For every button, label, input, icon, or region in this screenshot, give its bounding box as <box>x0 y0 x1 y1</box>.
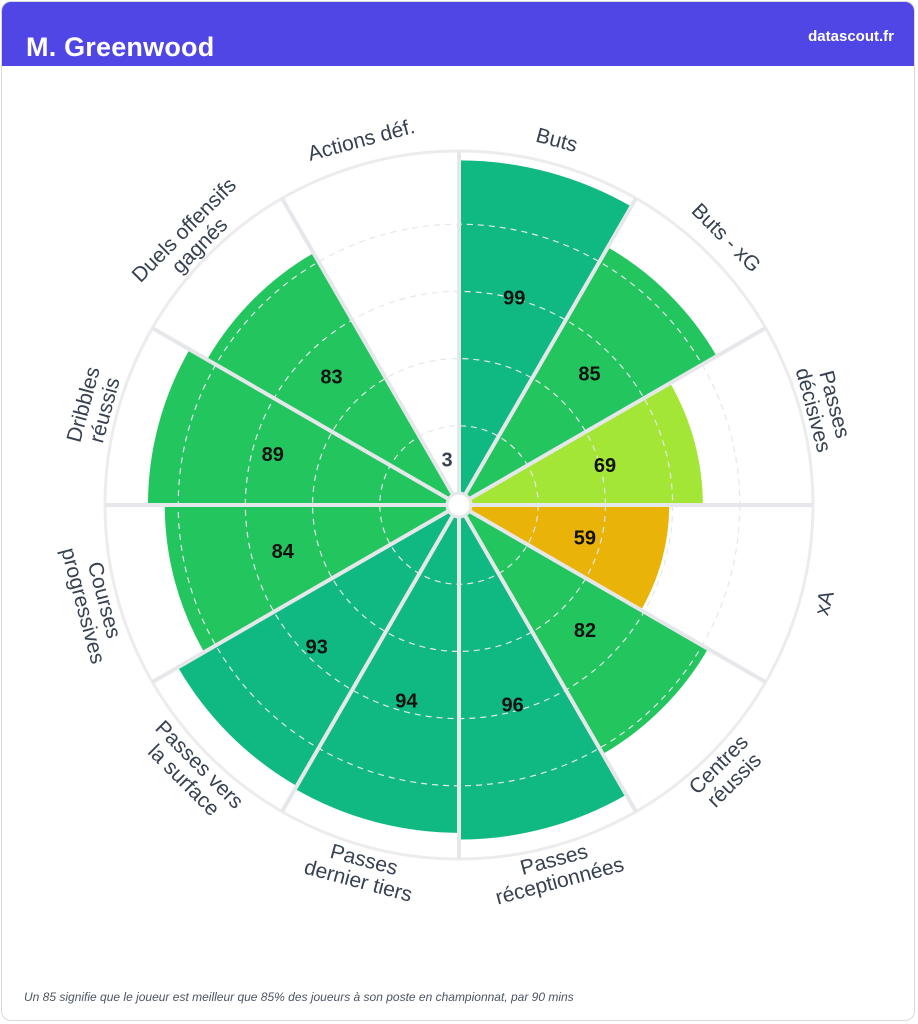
radar-bar <box>177 511 454 787</box>
radar-value-label: 94 <box>395 690 418 712</box>
player-name: M. Greenwood <box>26 32 215 62</box>
radar-bar <box>459 160 632 495</box>
radar-value-label: 99 <box>503 288 525 310</box>
radar-bar <box>459 515 627 840</box>
radar-bar <box>469 505 670 611</box>
radar-value-label: 3 <box>442 450 453 472</box>
radar-value-label: 85 <box>578 364 600 386</box>
radar-center-hub <box>445 491 473 519</box>
footnote: Un 85 signifie que le joueur est meilleu… <box>24 990 574 1004</box>
radar-separator <box>468 509 767 684</box>
radar-value-label: 82 <box>574 620 596 642</box>
radar-bar <box>465 511 708 754</box>
radar-separator <box>280 197 455 496</box>
radar-category-label: xA <box>810 588 839 618</box>
radar-separator <box>151 326 450 501</box>
radar-category-label: Buts <box>533 124 580 157</box>
radar-value-label: 93 <box>306 636 328 658</box>
header-bar: M. Greenwood datascout.fr <box>2 2 914 66</box>
radar-value-label: 83 <box>320 366 342 388</box>
radar-bar <box>469 383 703 505</box>
radar-separator <box>463 514 638 813</box>
radar-separator <box>463 197 638 496</box>
radar-bars <box>147 160 717 840</box>
radar-value-label: 69 <box>594 455 616 477</box>
radar-bar <box>164 505 449 653</box>
radar-separator <box>151 509 450 684</box>
radar-separators <box>105 151 813 859</box>
radar-value-label: 89 <box>262 444 284 466</box>
site-link[interactable]: datascout.fr <box>808 28 894 45</box>
radar-value-label: 84 <box>272 541 295 563</box>
radar-bar <box>207 253 453 499</box>
radar-separator <box>468 326 767 501</box>
radar-bar <box>147 349 449 505</box>
radar-separator <box>280 514 455 813</box>
radar-value-label: 96 <box>502 694 524 716</box>
radar-value-labels: 99 85 69 59 82 96 94 93 84 89 83 3 <box>262 288 617 717</box>
radar-bar <box>295 515 459 833</box>
radar-bar <box>465 247 717 499</box>
radar-value-label: 59 <box>574 528 596 550</box>
radar-bar <box>447 482 459 495</box>
